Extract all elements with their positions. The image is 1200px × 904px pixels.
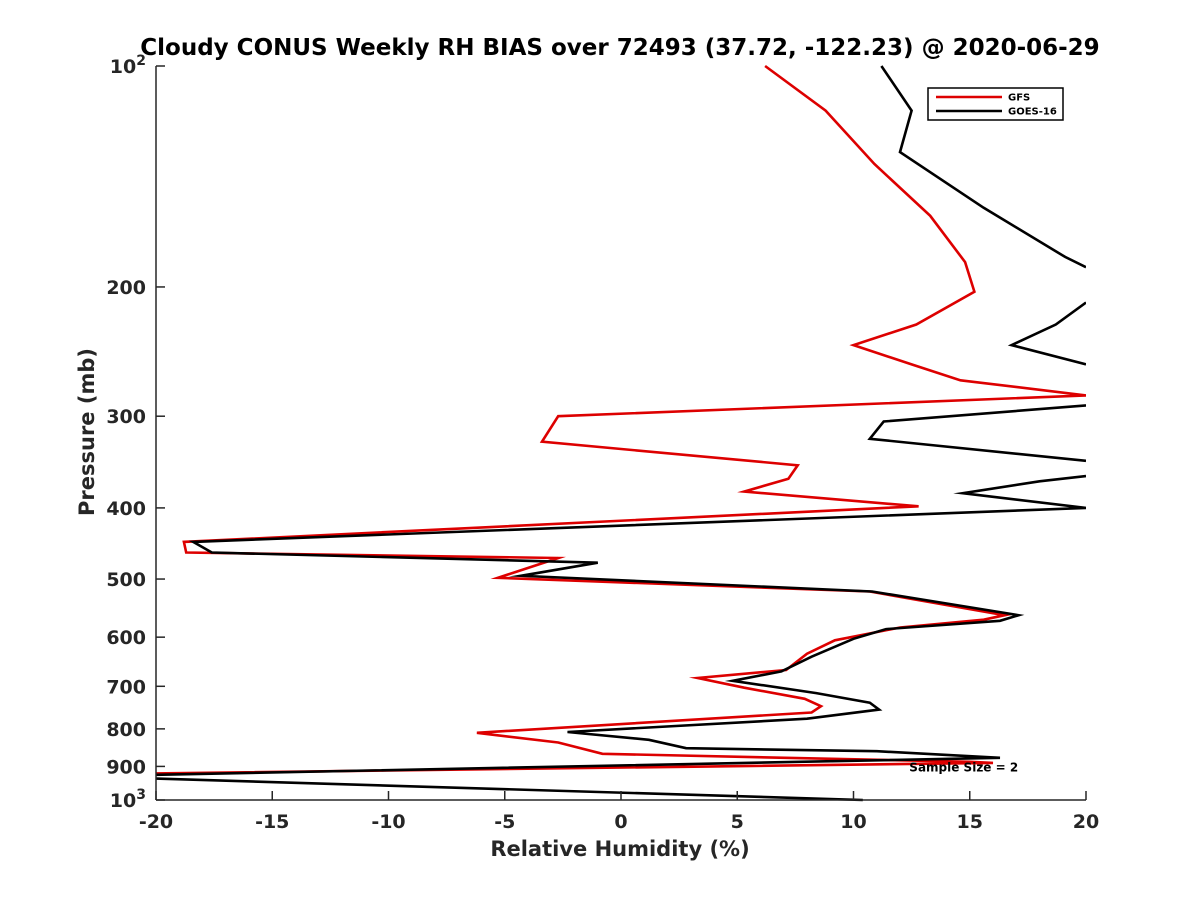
y-tick-label: 300 <box>106 406 146 428</box>
legend-label-goes-16: GOES-16 <box>1008 107 1057 118</box>
ticks-layer: -20 -15 -10 -5 0 5 10 15 20 102 200 300 400 500 600 700… <box>106 53 1099 833</box>
y-tick-label: 600 <box>106 627 146 649</box>
y-tick-label: 800 <box>106 719 146 741</box>
y-tick-label: 400 <box>106 498 146 520</box>
x-tick-label: 20 <box>1073 811 1099 833</box>
y-tick-label: 200 <box>106 277 146 299</box>
sample-size-annotation: Sample Size = 2 <box>909 760 1018 774</box>
y-tick-label: 500 <box>106 569 146 591</box>
x-tick-label: -20 <box>139 811 173 833</box>
y-tick-label: 700 <box>106 676 146 698</box>
y-tick-label: 900 <box>106 756 146 778</box>
x-tick-label: 10 <box>840 811 866 833</box>
x-tick-label: -5 <box>494 811 515 833</box>
x-axis-label: Relative Humidity (%) <box>490 837 749 861</box>
y-axis-label: Pressure (mb) <box>75 348 99 516</box>
chart-title: Cloudy CONUS Weekly RH BIAS over 72493 (… <box>140 35 1099 61</box>
legend-box <box>927 87 1064 121</box>
axes-layer <box>155 66 1086 801</box>
y-tick-label: 102 <box>110 53 146 78</box>
x-tick-label: 15 <box>957 811 983 833</box>
x-tick-label: -15 <box>255 811 289 833</box>
x-tick-label: 5 <box>731 811 744 833</box>
y-tick-label: 103 <box>110 787 146 812</box>
series-line-gfs <box>156 64 1086 775</box>
legend: GFS GOES-16 <box>927 87 1064 121</box>
x-tick-label: 0 <box>614 811 627 833</box>
x-tick-label: -10 <box>371 811 405 833</box>
series-line-goes-16 <box>156 65 1086 802</box>
series-layer <box>156 64 1086 802</box>
legend-label-gfs: GFS <box>1008 93 1030 104</box>
